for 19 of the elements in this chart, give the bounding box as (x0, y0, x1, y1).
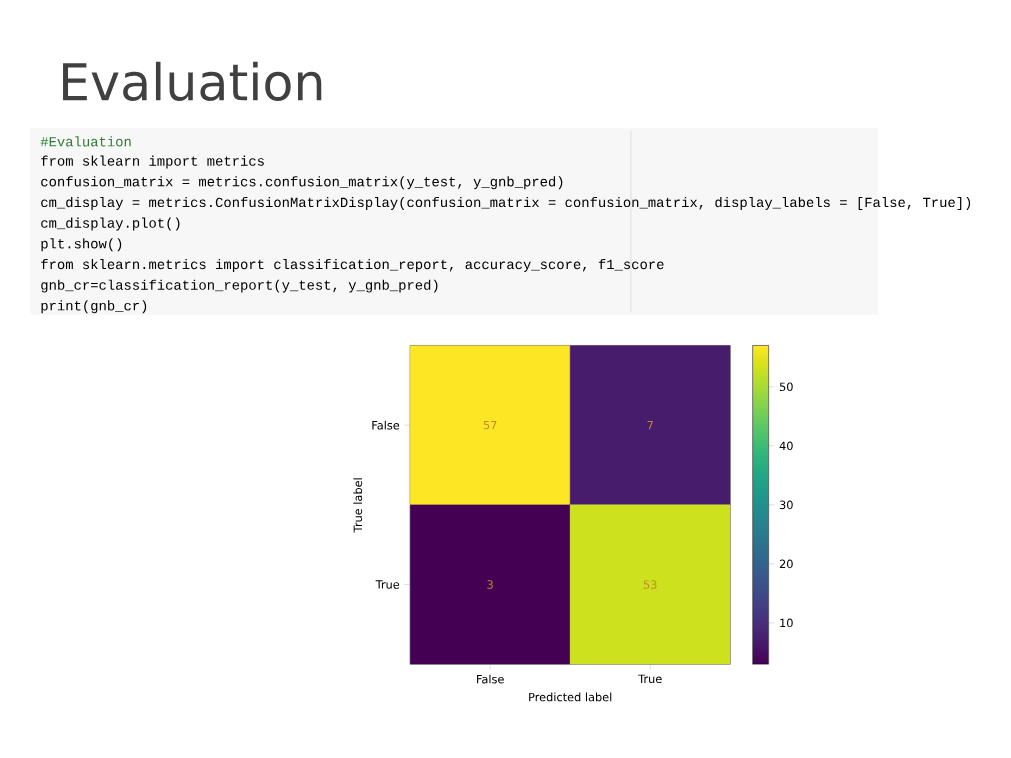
text: plt.show() (41, 238, 122, 252)
color-bar-label: 30 (779, 500, 793, 510)
text: gnb_cr=classification_report(y_test, y_gnb_pred) (41, 279, 438, 293)
text: confusion_matrix = metrics.confusion_matrix(y_test, y_gnb_pred) (41, 176, 563, 190)
chart-title: Evaluation (63, 61, 322, 102)
color-bar-label: 40 (779, 441, 793, 451)
color-bar-label: 20 (779, 559, 793, 569)
x-axis-title: Predicted label (529, 692, 612, 702)
y-axis-title: True label (353, 478, 363, 533)
data-label: 7 (647, 421, 653, 430)
text: cm_display = metrics.ConfusionMatrixDisplay(confusion_matrix = confusion_matrix, display_labels = [False, True]) (41, 197, 971, 211)
text: #Evaluation (40, 136, 131, 147)
text: print(gnb_cr) (41, 300, 147, 314)
text: from sklearn import metrics (41, 155, 264, 169)
data-label: 53 (643, 580, 657, 590)
color-bar-label: 50 (779, 382, 793, 392)
color-bar-label: 10 (780, 618, 793, 628)
text: cm_display.plot() (41, 217, 180, 231)
text: from sklearn.metrics import classification_report, accuracy_score, f1_score (41, 259, 664, 273)
